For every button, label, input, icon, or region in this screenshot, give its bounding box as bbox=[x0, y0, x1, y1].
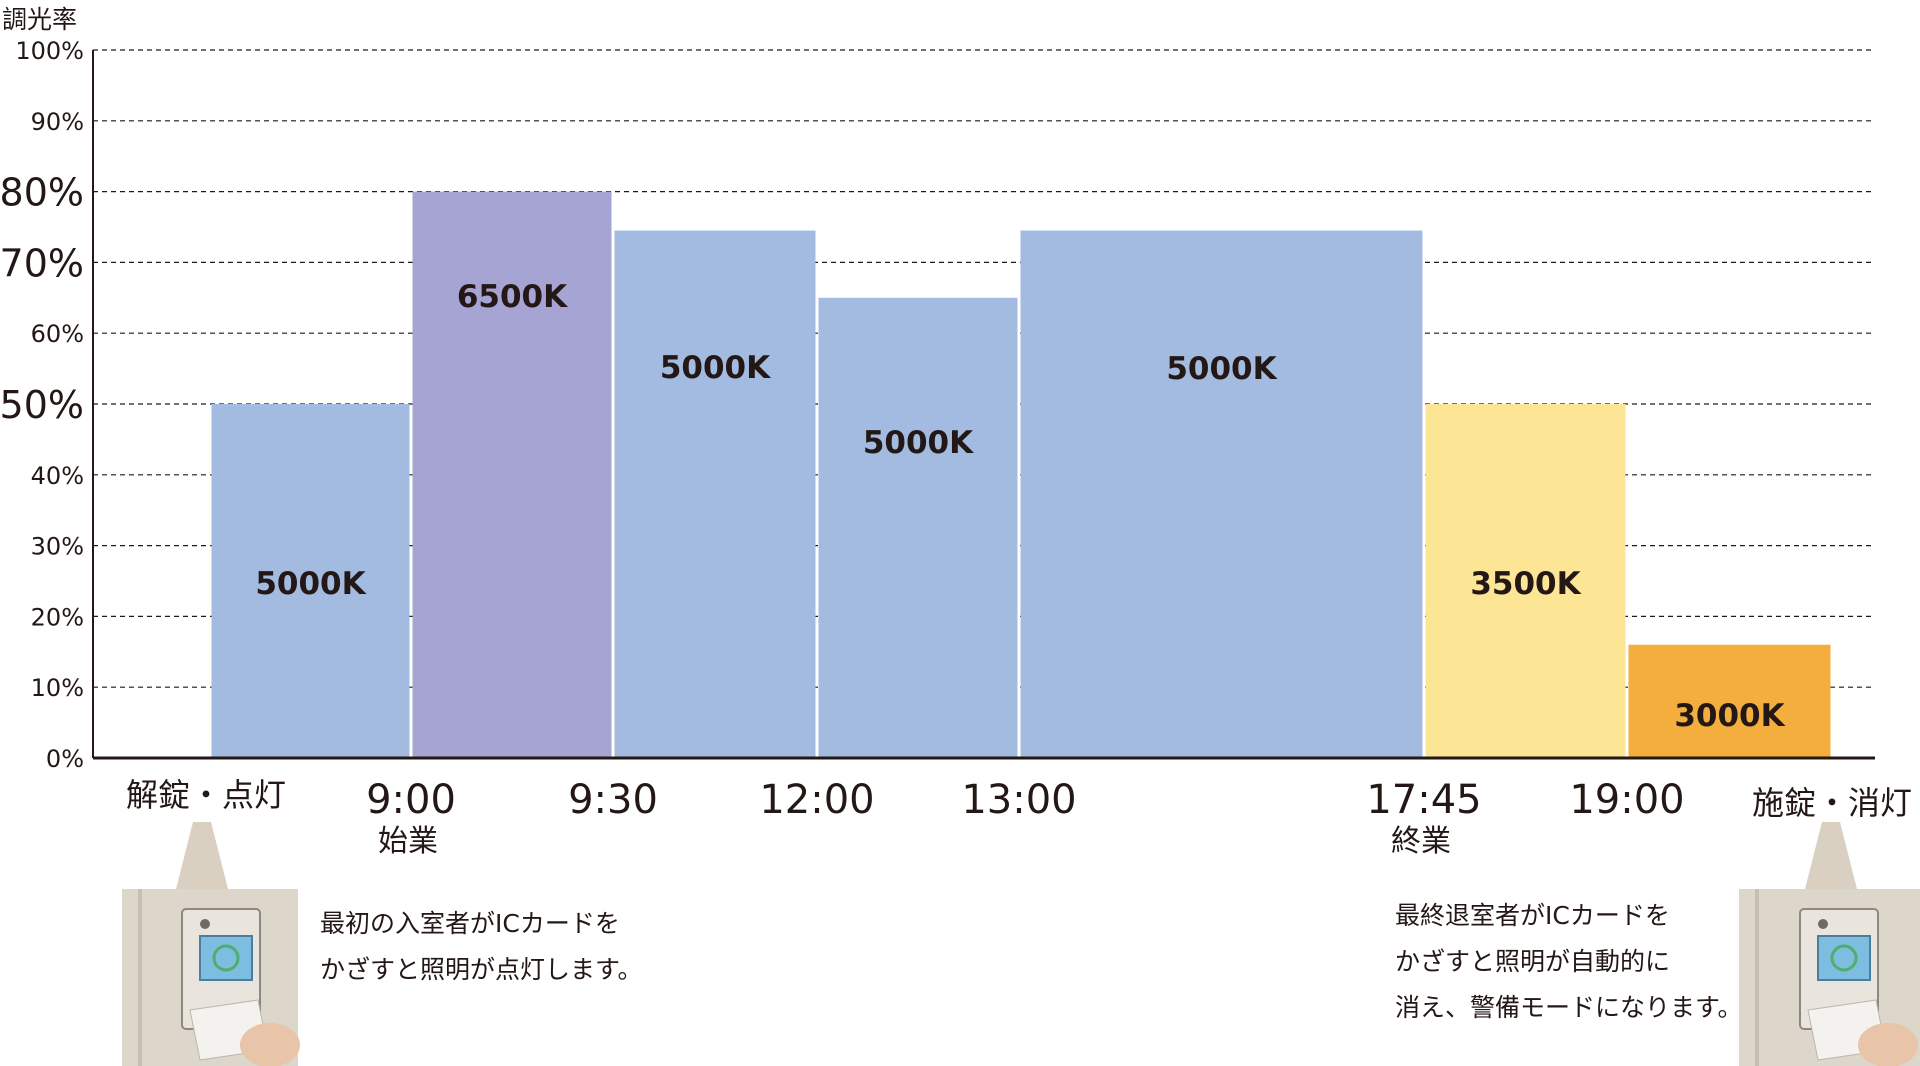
bars: 5000K 6500K 5000K 5000K 5000K 3500K 3000K bbox=[211, 191, 1831, 759]
y-tick-label: 70% bbox=[0, 241, 84, 285]
bar-label: 3000K bbox=[1674, 698, 1785, 734]
caption-end: 最終退室者がICカードを かざすと照明が自動的に 消え、警備モードになります。 bbox=[1395, 901, 1743, 1022]
bar-label: 3500K bbox=[1470, 566, 1581, 602]
x-tick-label: 19:00 bbox=[1569, 777, 1684, 823]
y-axis-title: 調光率 bbox=[2, 5, 77, 34]
bar-label: 5000K bbox=[1166, 351, 1277, 387]
y-tick-label: 80% bbox=[0, 171, 84, 215]
bar-label: 5000K bbox=[660, 350, 771, 386]
caption-start: 最初の入室者がICカードを かざすと照明が点灯します。 bbox=[320, 909, 643, 984]
bar-label: 6500K bbox=[457, 279, 568, 315]
y-tick-label: 50% bbox=[0, 383, 84, 427]
y-tick-label: 20% bbox=[31, 603, 84, 631]
x-tick-label: 9:30 bbox=[568, 777, 658, 823]
y-tick-labels: 0% 10% 20% 30% 40% 50% 60% 70% 80% 90% 100% bbox=[0, 37, 84, 773]
event-label-start: 解錠・点灯 bbox=[126, 776, 286, 814]
bar bbox=[1628, 644, 1831, 758]
bar bbox=[1020, 230, 1423, 759]
y-tick-label: 10% bbox=[31, 674, 84, 702]
bar-label: 5000K bbox=[863, 425, 974, 461]
x-tick-label: 12:00 bbox=[759, 777, 874, 823]
x-tick-sublabel: 始業 bbox=[378, 824, 438, 859]
y-tick-label: 60% bbox=[31, 320, 84, 348]
bar bbox=[412, 191, 612, 759]
event-label-end: 施錠・消灯 bbox=[1752, 784, 1912, 822]
y-tick-label: 40% bbox=[31, 462, 84, 490]
bar-label: 5000K bbox=[255, 566, 366, 602]
x-tick-sublabel: 終業 bbox=[1391, 824, 1451, 859]
x-tick-label: 13:00 bbox=[961, 777, 1076, 823]
x-tick-label: 17:45 bbox=[1366, 777, 1481, 823]
bar bbox=[211, 404, 410, 758]
x-tick-label: 9:00 bbox=[366, 777, 456, 823]
bar bbox=[1425, 404, 1626, 758]
card-reader-image-start bbox=[122, 822, 300, 1066]
card-reader-image-end bbox=[1739, 822, 1920, 1066]
y-tick-label: 30% bbox=[31, 533, 84, 561]
y-tick-label: 90% bbox=[31, 108, 84, 136]
y-tick-label: 0% bbox=[46, 745, 84, 773]
bar bbox=[614, 230, 816, 759]
bar bbox=[818, 297, 1018, 758]
y-tick-label: 100% bbox=[15, 37, 84, 65]
